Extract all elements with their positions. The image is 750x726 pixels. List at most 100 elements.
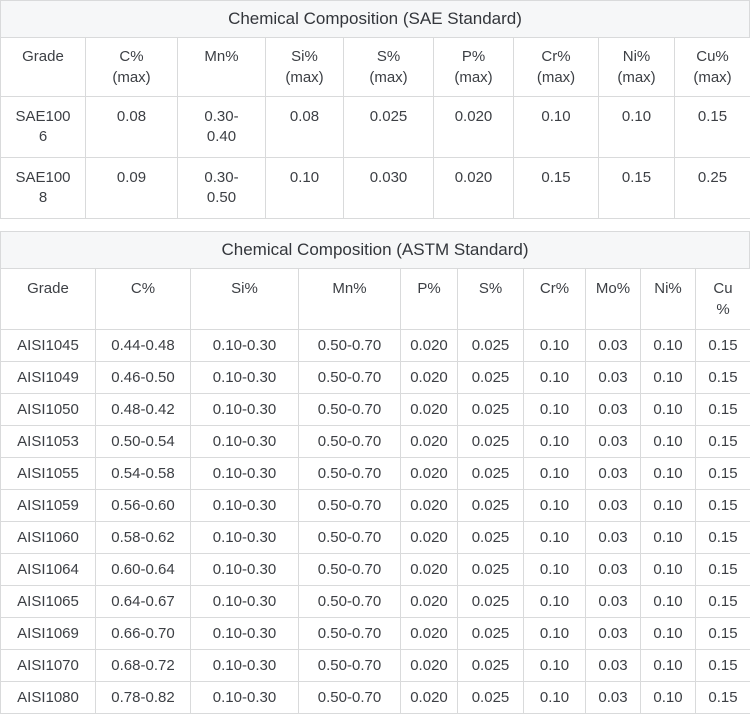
value-cell: 0.10-0.30: [191, 618, 299, 650]
value-cell: 0.10: [641, 426, 696, 458]
grade-cell: AISI1055: [1, 458, 96, 490]
value-cell: 0.15: [696, 426, 750, 458]
column-header-cu: Cu%: [696, 269, 750, 330]
value-cell: 0.03: [586, 394, 641, 426]
astm-table-title: Chemical Composition (ASTM Standard): [0, 231, 750, 269]
value-cell: 0.020: [401, 554, 458, 586]
value-cell: 0.15: [696, 394, 750, 426]
value-cell: 0.10: [524, 522, 586, 554]
value-cell: 0.50-0.70: [299, 362, 401, 394]
grade-cell: AISI1050: [1, 394, 96, 426]
column-header-c: C%: [96, 269, 191, 330]
column-header-grade: Grade: [1, 38, 86, 97]
column-header-ni: Ni%: [641, 269, 696, 330]
column-header-cr: Cr%: [524, 269, 586, 330]
value-cell: 0.020: [401, 490, 458, 522]
value-cell: 0.10-0.30: [191, 458, 299, 490]
value-cell: 0.50-0.70: [299, 682, 401, 714]
value-cell: 0.03: [586, 458, 641, 490]
value-cell: 0.03: [586, 650, 641, 682]
value-cell: 0.15: [696, 682, 750, 714]
value-cell: 0.10: [641, 554, 696, 586]
grade-cell: AISI1045: [1, 330, 96, 362]
value-cell: 0.10-0.30: [191, 426, 299, 458]
value-cell: 0.10-0.30: [191, 682, 299, 714]
value-cell: 0.56-0.60: [96, 490, 191, 522]
value-cell: 0.020: [401, 682, 458, 714]
value-cell: 0.10-0.30: [191, 522, 299, 554]
sae-composition-card: Chemical Composition (SAE Standard) Grad…: [0, 0, 750, 219]
value-cell: 0.10: [514, 97, 599, 158]
grade-cell: AISI1069: [1, 618, 96, 650]
value-cell: 0.10: [599, 97, 675, 158]
value-cell: 0.025: [458, 554, 524, 586]
value-cell: 0.10: [524, 682, 586, 714]
grade-cell: SAE1006: [1, 97, 86, 158]
value-cell: 0.10: [641, 362, 696, 394]
value-cell: 0.15: [696, 586, 750, 618]
value-cell: 0.10: [641, 522, 696, 554]
grade-cell: AISI1060: [1, 522, 96, 554]
value-cell: 0.48-0.42: [96, 394, 191, 426]
value-cell: 0.10: [524, 586, 586, 618]
value-cell: 0.03: [586, 554, 641, 586]
column-header-s: S%(max): [344, 38, 434, 97]
value-cell: 0.15: [696, 554, 750, 586]
value-cell: 0.025: [458, 394, 524, 426]
value-cell: 0.46-0.50: [96, 362, 191, 394]
value-cell: 0.030: [344, 158, 434, 219]
column-header-c: C%(max): [86, 38, 178, 97]
value-cell: 0.10: [641, 394, 696, 426]
value-cell: 0.50-0.70: [299, 554, 401, 586]
column-header-cr: Cr%(max): [514, 38, 599, 97]
value-cell: 0.03: [586, 682, 641, 714]
value-cell: 0.10-0.30: [191, 394, 299, 426]
value-cell: 0.03: [586, 330, 641, 362]
value-cell: 0.10: [524, 618, 586, 650]
value-cell: 0.10: [524, 426, 586, 458]
value-cell: 0.08: [266, 97, 344, 158]
sae-table-title: Chemical Composition (SAE Standard): [0, 0, 750, 38]
value-cell: 0.50-0.70: [299, 330, 401, 362]
column-header-s: S%: [458, 269, 524, 330]
grade-cell: AISI1080: [1, 682, 96, 714]
value-cell: 0.50-0.70: [299, 618, 401, 650]
value-cell: 0.30-0.40: [178, 97, 266, 158]
value-cell: 0.10-0.30: [191, 554, 299, 586]
value-cell: 0.020: [401, 426, 458, 458]
value-cell: 0.15: [514, 158, 599, 219]
value-cell: 0.10: [266, 158, 344, 219]
value-cell: 0.10: [641, 490, 696, 522]
value-cell: 0.10-0.30: [191, 362, 299, 394]
value-cell: 0.025: [458, 650, 524, 682]
value-cell: 0.10-0.30: [191, 490, 299, 522]
value-cell: 0.10: [524, 394, 586, 426]
value-cell: 0.10-0.30: [191, 650, 299, 682]
value-cell: 0.03: [586, 362, 641, 394]
value-cell: 0.025: [458, 330, 524, 362]
value-cell: 0.15: [696, 618, 750, 650]
value-cell: 0.66-0.70: [96, 618, 191, 650]
value-cell: 0.10: [641, 330, 696, 362]
value-cell: 0.020: [401, 458, 458, 490]
column-header-mn: Mn%: [178, 38, 266, 97]
value-cell: 0.020: [401, 618, 458, 650]
value-cell: 0.025: [458, 618, 524, 650]
astm-composition-card: Chemical Composition (ASTM Standard) Gra…: [0, 231, 750, 714]
